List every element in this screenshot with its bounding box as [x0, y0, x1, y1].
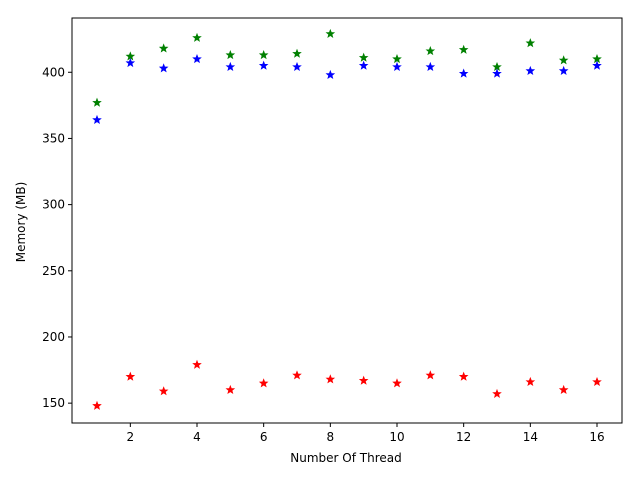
axes: 2 4 6 8 10 12 14 16 150 200 250 300 350 400 [42, 17, 623, 444]
data-point [92, 114, 102, 124]
data-point [258, 378, 269, 388]
x-tick-label: 8 [327, 430, 335, 444]
data-point [258, 50, 269, 60]
data-point [325, 28, 336, 38]
data-point [225, 384, 236, 394]
y-axis-label: Memory (MB) [14, 182, 28, 263]
x-tick-label: 14 [523, 430, 538, 444]
data-point [525, 376, 536, 387]
data-point [358, 52, 369, 62]
data-point [92, 400, 102, 410]
x-axis-label: Number Of Thread [290, 451, 401, 465]
data-point [158, 63, 169, 73]
x-tick-label: 4 [193, 430, 201, 444]
series-2 [92, 359, 602, 410]
data-point [525, 38, 536, 48]
data-point [258, 60, 269, 70]
data-point [192, 32, 202, 42]
data-point [325, 374, 336, 384]
data-point [158, 43, 169, 53]
x-tick-label: 6 [260, 430, 268, 444]
data-point [192, 359, 202, 369]
data-point [492, 388, 502, 398]
data-point [392, 53, 402, 64]
data-point [425, 61, 436, 72]
data-point [225, 50, 236, 60]
data-point [458, 68, 469, 78]
data-point [358, 60, 369, 70]
data-point [558, 65, 569, 76]
y-tick-label: 300 [42, 198, 65, 212]
data-point [125, 371, 136, 381]
data-point [458, 371, 469, 381]
y-tick-label: 150 [42, 396, 65, 410]
data-point [292, 61, 302, 72]
y-tick-label: 350 [42, 131, 65, 145]
series-1 [92, 53, 602, 124]
x-tick-label: 10 [389, 430, 404, 444]
y-tick-label: 250 [42, 264, 65, 278]
data-point [492, 68, 502, 78]
data-point [192, 53, 202, 64]
data-point [392, 61, 402, 72]
data-point [592, 60, 602, 70]
data-point [425, 370, 436, 380]
data-point [592, 376, 602, 387]
data-point [358, 375, 369, 385]
data-point [392, 378, 402, 388]
plot-frame [71, 17, 623, 424]
data-point [458, 44, 469, 54]
data-point [125, 57, 136, 68]
data-point [92, 97, 102, 107]
series-0 [92, 28, 602, 107]
data-point [425, 46, 436, 56]
data-point [292, 48, 302, 58]
y-tick-label: 200 [42, 330, 65, 344]
data-point [525, 65, 536, 76]
x-tick-label: 16 [589, 430, 604, 444]
x-tick-label: 2 [127, 430, 135, 444]
x-tick-label: 12 [456, 430, 471, 444]
data-point [558, 384, 569, 394]
y-tick-label: 400 [42, 65, 65, 79]
data-point [325, 69, 336, 79]
data-point [225, 61, 236, 72]
data-marks [92, 28, 602, 410]
data-point [158, 386, 169, 396]
data-point [292, 370, 302, 380]
data-point [558, 55, 569, 65]
